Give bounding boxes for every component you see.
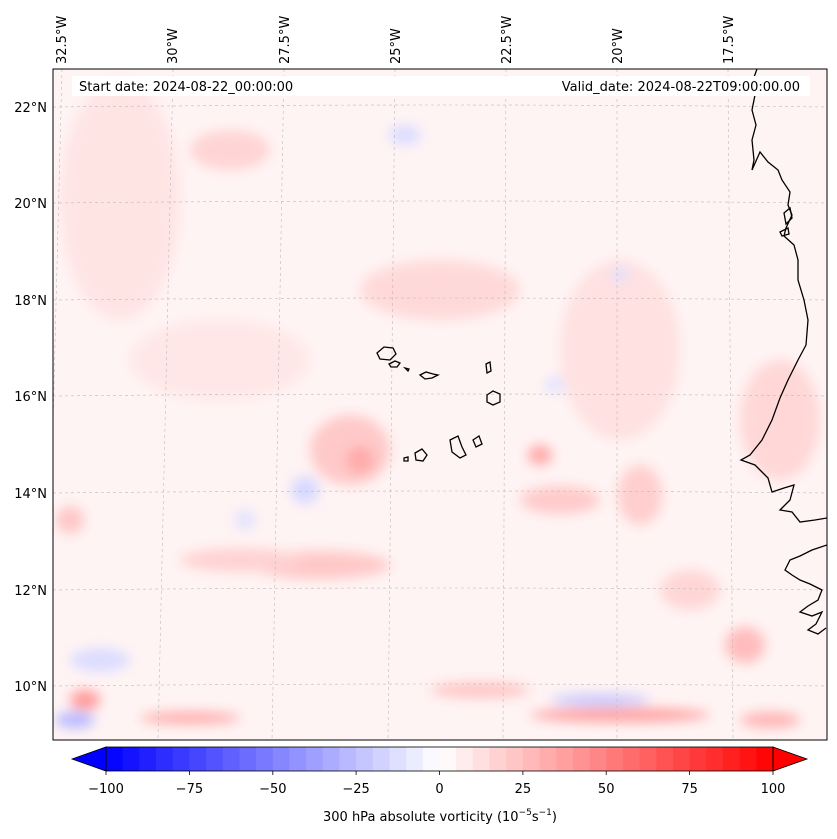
cb-tick-label: −75 <box>176 782 203 797</box>
colorbar-segment <box>622 747 641 771</box>
cb-tick-label: −100 <box>88 782 124 797</box>
colorbar-segment <box>506 747 524 771</box>
colorbar-segment <box>322 747 341 771</box>
map-background <box>53 69 827 740</box>
lat-label-10n: 10°N <box>14 680 47 695</box>
colorbar-segment <box>456 747 474 771</box>
africa-coastline <box>739 69 827 523</box>
africa-coastline-south <box>784 544 827 635</box>
lat-label-20n: 20°N <box>14 197 47 212</box>
island-sal <box>485 361 492 374</box>
colorbar-segment <box>339 747 357 771</box>
cb-tick-label: 50 <box>598 782 615 797</box>
colorbar-segment <box>489 747 507 771</box>
start-date-label: Start date: 2024-08-22_00:00:00 <box>79 80 293 95</box>
island-sao-nicolau <box>418 371 440 380</box>
colorbar-segment <box>289 747 307 771</box>
island-fogo <box>414 448 428 462</box>
lon-label-30w: 30°W <box>166 28 181 64</box>
colorbar-segment <box>306 747 324 771</box>
cb-tick-label: 100 <box>761 782 786 797</box>
colorbar-segment <box>239 747 257 771</box>
valid-date-label: Valid_date: 2024-08-22T09:00:00.00 <box>562 80 800 95</box>
colorbar-segment <box>589 747 607 771</box>
colorbar-segment <box>389 747 407 771</box>
colorbar-tick-labels: −100 −75 −50 −25 0 25 50 75 100 <box>88 782 785 797</box>
cb-tick-label: −25 <box>342 782 369 797</box>
island-santo-antao <box>376 346 397 361</box>
longitude-labels: 32.5°W 30°W 27.5°W 25°W 22.5°W 20°W 17.5… <box>55 16 737 64</box>
island-maio <box>472 435 483 448</box>
lat-label-12n: 12°N <box>14 584 47 599</box>
island-sao-vicente <box>388 360 402 368</box>
colorbar-ticks <box>105 771 774 775</box>
lat-label-16n: 16°N <box>14 390 47 405</box>
colorbar-segment <box>172 747 190 771</box>
lon-label-27-5w: 27.5°W <box>278 16 293 64</box>
colorbar-segment <box>706 747 724 771</box>
coastlines <box>376 69 827 635</box>
colorbar-segment <box>272 747 291 771</box>
colorbar-segment <box>139 747 157 771</box>
colorbar-segment <box>156 747 174 771</box>
colorbar-segment <box>572 747 591 771</box>
colorbar-segment <box>639 747 657 771</box>
colorbar-segment <box>356 747 374 771</box>
lon-label-17-5w: 17.5°W <box>722 16 737 64</box>
colorbar-segment <box>722 747 741 771</box>
lat-label-22n: 22°N <box>14 101 47 116</box>
lon-label-25w: 25°W <box>389 28 404 64</box>
colorbar: −100 −75 −50 −25 0 25 50 75 100 300 hPa … <box>70 746 809 825</box>
colorbar-min-arrow <box>70 746 107 772</box>
gridlines <box>53 69 827 740</box>
colorbar-segment <box>439 747 457 771</box>
colorbar-segment <box>122 747 140 771</box>
colorbar-segment <box>556 747 574 771</box>
colorbar-segment <box>406 747 424 771</box>
colorbar-segment <box>656 747 674 771</box>
lat-label-14n: 14°N <box>14 487 47 502</box>
colorbar-segment <box>756 747 774 771</box>
colorbar-segment <box>739 747 757 771</box>
latitude-labels: 22°N 20°N 18°N 16°N 14°N 12°N 10°N <box>14 101 47 695</box>
colorbar-segment <box>672 747 691 771</box>
cb-tick-label: 25 <box>515 782 532 797</box>
colorbar-segment <box>539 747 557 771</box>
colorbar-segment <box>106 747 124 771</box>
colorbar-segment <box>189 747 207 771</box>
island-santiago <box>449 435 467 459</box>
header-background <box>72 76 810 96</box>
colorbar-segment <box>256 747 274 771</box>
vorticity-field <box>55 80 820 728</box>
island-boa-vista <box>486 390 501 406</box>
colorbar-segment <box>372 747 391 771</box>
lon-label-32-5w: 32.5°W <box>55 16 70 64</box>
colorbar-segment <box>522 747 541 771</box>
colorbar-label: 300 hPa absolute vorticity (10−5s−1) <box>323 808 557 825</box>
colorbar-segment <box>422 747 441 771</box>
colorbar-segment <box>606 747 624 771</box>
cb-tick-label: 0 <box>435 782 443 797</box>
colorbar-segment <box>222 747 241 771</box>
colorbar-segment <box>472 747 491 771</box>
map-panel <box>53 69 827 740</box>
cb-tick-label: −50 <box>259 782 286 797</box>
island-brava <box>403 456 409 462</box>
lon-label-20w: 20°W <box>611 28 626 64</box>
lon-label-22-5w: 22.5°W <box>500 16 515 64</box>
lat-label-18n: 18°N <box>14 294 47 309</box>
cb-tick-label: 75 <box>681 782 698 797</box>
colorbar-segment <box>206 747 224 771</box>
colorbar-max-arrow <box>772 746 809 772</box>
colorbar-segments <box>106 747 774 771</box>
colorbar-segment <box>689 747 707 771</box>
map-frame <box>52 68 828 741</box>
